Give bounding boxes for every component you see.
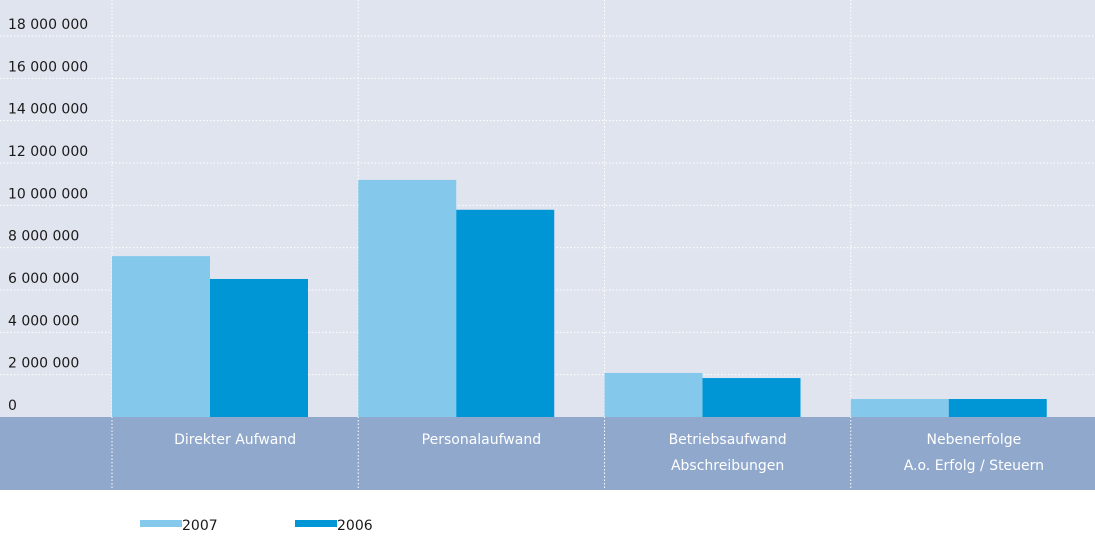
y-tick-label: 4 000 000 [8,313,79,329]
x-tick-label: Personalaufwand [422,432,541,448]
legend-label: 2006 [337,518,373,534]
bar [948,399,1047,417]
y-tick-label: 2 000 000 [8,356,79,372]
bar [456,209,555,417]
y-tick-label: 16 000 000 [8,59,88,75]
bar [210,278,308,417]
category-band [0,417,1095,490]
y-tick-label: 6 000 000 [8,271,79,287]
bar [702,378,801,417]
x-tick-label: Abschreibungen [671,458,784,474]
bar [112,256,210,417]
y-tick-label: 12 000 000 [8,144,88,160]
bar [850,399,949,417]
y-tick-label: 0 [8,398,17,414]
bar [358,179,457,417]
bar [604,372,703,417]
legend-label: 2007 [182,518,218,534]
x-tick-label: A.o. Erfolg / Steuern [904,458,1044,474]
legend-swatch [140,520,182,527]
x-tick-label: Betriebsaufwand [669,432,787,448]
x-tick-label: Nebenerfolge [927,432,1022,448]
x-tick-label: Direkter Aufwand [174,432,296,448]
y-tick-label: 8 000 000 [8,229,79,245]
y-tick-label: 14 000 000 [8,102,88,118]
y-tick-label: 18 000 000 [8,17,88,33]
y-tick-label: 10 000 000 [8,186,88,202]
legend-swatch [295,520,337,527]
